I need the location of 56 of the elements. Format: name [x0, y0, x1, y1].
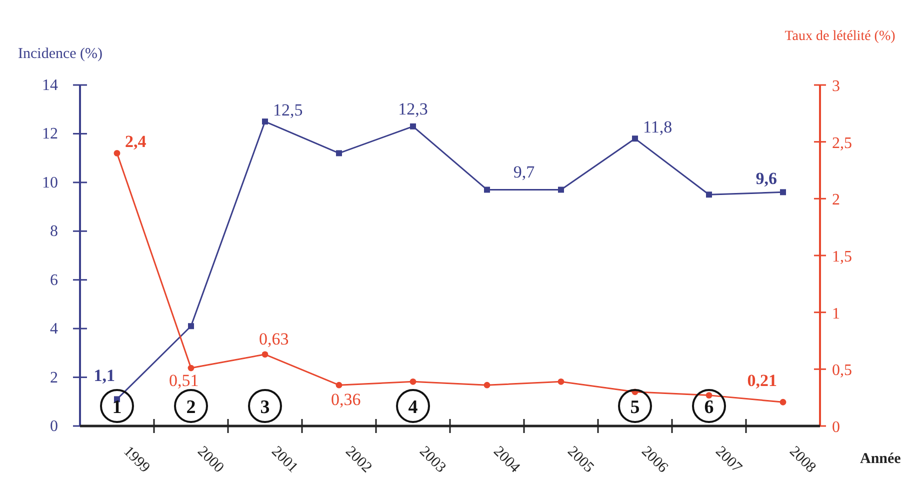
- annotation: 4: [408, 397, 418, 418]
- data-label: 0,51: [169, 371, 199, 390]
- y-tick-label: 4: [50, 320, 58, 338]
- data-label: 2,4: [125, 132, 147, 152]
- y2-tick-label: 2,5: [832, 134, 852, 152]
- data-label: 0,36: [331, 390, 361, 410]
- x-tick-label: 1999: [120, 444, 153, 476]
- point: [558, 186, 564, 193]
- point: [262, 118, 268, 125]
- y-tick-label: 2: [50, 369, 58, 386]
- point: [410, 378, 416, 385]
- data-label: 11,8: [643, 118, 672, 137]
- point: [558, 378, 564, 385]
- data-label: 9,6: [756, 169, 777, 188]
- y-tick-label: 8: [50, 223, 58, 240]
- y-tick-label: 0: [50, 418, 58, 435]
- data-label: 12,3: [398, 99, 428, 118]
- x-axis-title: Année: [860, 451, 902, 467]
- point: [706, 392, 712, 399]
- y-tick-label: 12: [42, 126, 58, 143]
- y2-tick-label: 3: [832, 78, 840, 95]
- point: [114, 150, 120, 156]
- y-tick-label: 10: [42, 174, 58, 192]
- point: [410, 123, 416, 130]
- y2-axis-title: Taux de létélité (%): [784, 29, 896, 44]
- data-label: 12,5: [273, 100, 303, 120]
- point: [188, 364, 194, 372]
- y2-tick-label: 1: [832, 305, 840, 322]
- y2-tick-label: 0,5: [832, 362, 852, 380]
- data-label: 1,1: [94, 366, 115, 386]
- y2-tick-label: 1,5: [832, 248, 852, 266]
- x-tick-label: 2007: [712, 444, 746, 476]
- x-tick-label: 2000: [194, 444, 227, 476]
- data-label: 0,63: [259, 329, 289, 348]
- annotation: 2: [186, 397, 196, 418]
- annotation: 5: [630, 397, 640, 418]
- point: [632, 136, 638, 142]
- y-tick-label: 6: [50, 272, 58, 289]
- point: [484, 382, 490, 388]
- point: [780, 398, 786, 406]
- y-tick-label: 14: [42, 77, 58, 94]
- data-label: 0,21: [747, 371, 777, 390]
- y2-tick-label: 0: [832, 419, 840, 436]
- annotation: 6: [704, 397, 714, 418]
- point: [706, 192, 712, 198]
- annotation: 1: [112, 397, 122, 418]
- point: [262, 351, 268, 358]
- annotation: 3: [260, 397, 270, 418]
- point: [336, 382, 342, 388]
- point: [188, 323, 194, 330]
- point: [336, 150, 342, 156]
- data-label: 9,7: [513, 162, 536, 182]
- point: [484, 186, 490, 193]
- y-axis-title: Incidence (%): [18, 46, 103, 62]
- point: [780, 189, 786, 196]
- y2-tick-label: 2: [832, 192, 840, 209]
